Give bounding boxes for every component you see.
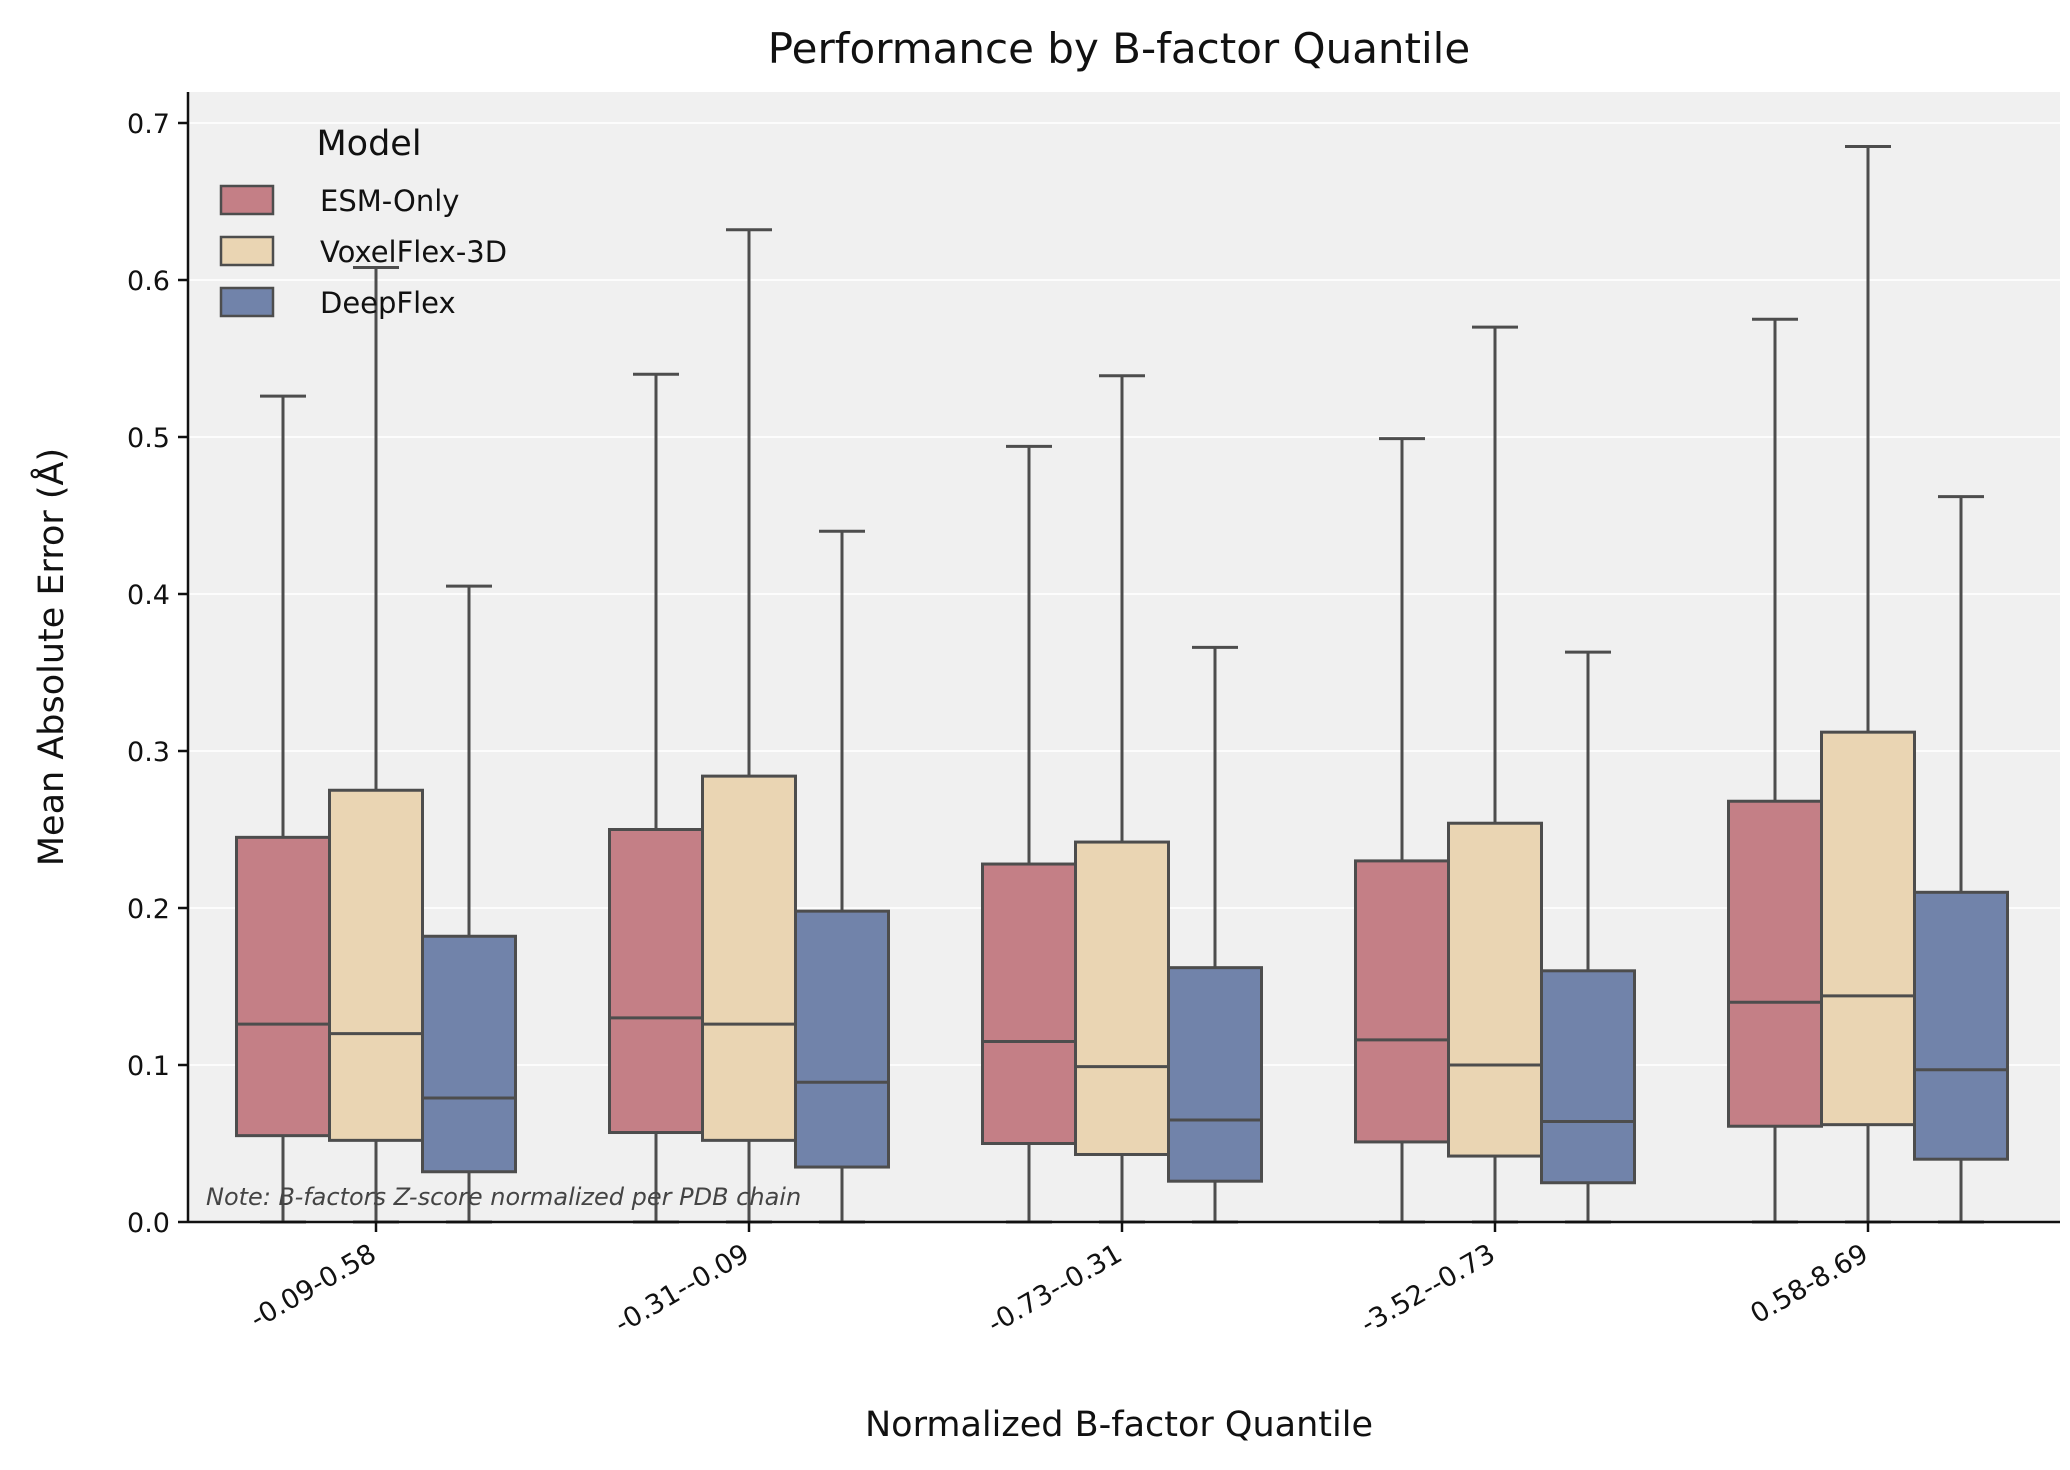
box-0-4 [1727,317,1823,1224]
box-iqr [328,788,424,1142]
legend: Model ESM-Only VoxelFlex-3D DeepFlex [219,124,507,320]
box-iqr [421,934,517,1174]
y-tick-label-7: 0.7 [127,109,170,140]
box-iqr [608,828,704,1135]
legend-swatch-0 [219,184,275,216]
box-2-4 [1913,495,2009,1224]
legend-label-1: VoxelFlex-3D [320,235,507,269]
chart-note: Note: B-factors Z-score normalized per P… [206,1183,801,1211]
box-1-2 [1074,374,1170,1224]
box-2-2 [1167,645,1263,1224]
x-tick-label-3: -3.52--0.73 [1356,1238,1501,1340]
box-0-2 [981,444,1077,1224]
x-tick-label-0: -0.09-0.58 [245,1238,382,1335]
chart-title: Performance by B-factor Quantile [768,24,1470,73]
y-tick-label-6: 0.6 [127,266,170,297]
legend-label-2: DeepFlex [320,286,456,320]
box-1-4 [1820,145,1916,1224]
box-1-1 [701,228,797,1224]
box-iqr [1820,730,1916,1127]
legend-swatch-2 [219,286,275,318]
y-tick-label-4: 0.4 [127,580,170,611]
x-tick-label-1: -0.31--0.09 [610,1238,755,1340]
x-axis-label: Normalized B-factor Quantile [865,1405,1373,1445]
box-iqr [1540,969,1636,1185]
box-iqr [1074,840,1170,1156]
y-axis-label: Mean Absolute Error (Å) [29,448,72,866]
box-1-3 [1447,325,1543,1224]
box-iqr [1913,890,2009,1161]
box-iqr [235,835,331,1138]
y-tick-label-3: 0.3 [127,737,170,768]
box-iqr [1447,821,1543,1158]
box-iqr [701,774,797,1142]
box-2-3 [1540,650,1636,1224]
box-iqr [1354,859,1450,1144]
y-tick-label-2: 0.2 [127,894,170,925]
box-2-0 [421,584,517,1224]
y-tick-label-1: 0.1 [127,1051,170,1082]
y-tick-label-5: 0.5 [127,423,170,454]
box-2-1 [794,529,890,1224]
x-tick-label-2: -0.73--0.31 [983,1238,1128,1340]
box-iqr [1727,799,1823,1128]
y-tick-label-0: 0.0 [127,1208,170,1239]
legend-title: Model [316,124,421,164]
box-plots [235,145,2009,1224]
box-iqr [1167,966,1263,1183]
legend-label-0: ESM-Only [320,184,459,218]
box-0-3 [1354,437,1450,1224]
box-iqr [794,909,890,1169]
x-tick-label-4: 0.58-8.69 [1745,1238,1873,1330]
box-iqr [981,862,1077,1145]
legend-swatch-1 [219,235,275,267]
